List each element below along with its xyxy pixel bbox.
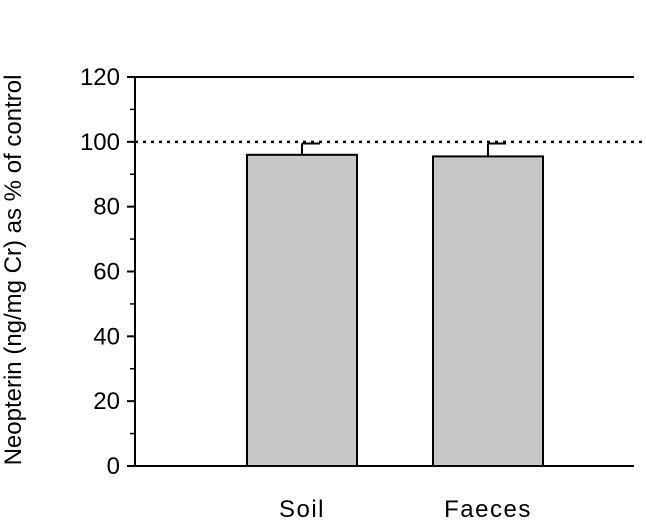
y-tick-label: 0: [107, 453, 120, 480]
y-axis-ticks: 0 20 40 60 80 100 120: [80, 64, 135, 480]
category-labels: Soil Faeces: [279, 496, 532, 523]
category-label-soil: Soil: [279, 496, 325, 523]
bars: [246, 153, 544, 468]
bar-faeces: [432, 155, 544, 467]
y-tick-label: 40: [93, 323, 120, 350]
y-tick-label: 60: [93, 259, 120, 286]
category-label-faeces: Faeces: [444, 496, 532, 523]
bar-soil: [246, 153, 358, 468]
error-bars: [301, 142, 506, 157]
y-tick-label: 100: [80, 129, 120, 156]
y-tick-label: 20: [93, 388, 120, 415]
y-tick-label: 80: [93, 194, 120, 221]
y-tick-label: 120: [80, 64, 120, 91]
y-axis-title: Neopterin (ng/mg Cr) as % of control: [0, 75, 27, 466]
